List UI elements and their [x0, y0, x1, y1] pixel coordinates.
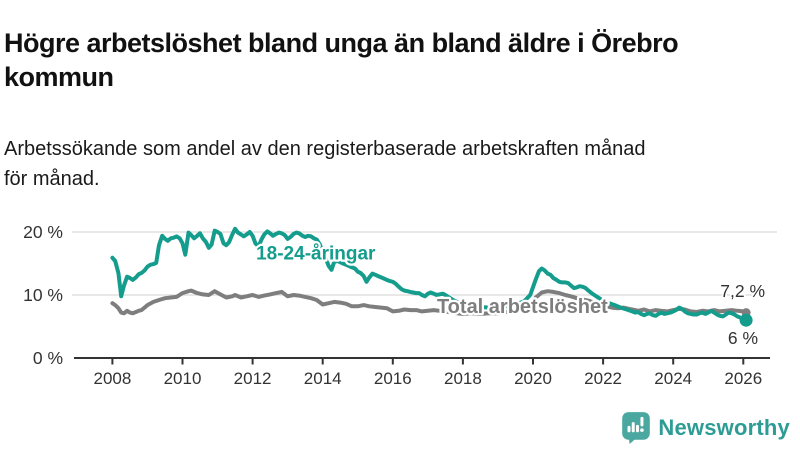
x-tick-label: 2020	[514, 369, 552, 388]
series-label-youth: 18-24-åringar	[256, 244, 376, 265]
x-tick-label: 2016	[374, 369, 412, 388]
end-value-label-total: 7,2 %	[720, 281, 765, 301]
page-title: Högre arbetslöshet bland unga än bland ä…	[4, 28, 679, 93]
end-value-label-youth: 6 %	[728, 328, 758, 348]
x-tick-label: 2022	[584, 369, 622, 388]
x-tick-label: 2010	[164, 369, 202, 388]
unemployment-line-chart: 2008 2010 2012 2014 2016 2018 2020 2022 2024 2026…	[23, 222, 777, 388]
x-tick-label: 2024	[654, 369, 692, 388]
y-tick-label: 20 %	[23, 222, 63, 242]
newsworthy-logo[interactable]: Newsworthy	[621, 410, 790, 446]
newsworthy-brand-text: Newsworthy	[658, 415, 790, 440]
x-tick-label: 2008	[93, 369, 131, 388]
y-tick-label: 10 %	[23, 285, 63, 305]
endpoint-dot-youth	[739, 313, 753, 327]
x-tick-label: 2026	[724, 369, 762, 388]
series-label-total: Total arbetslöshet	[437, 296, 608, 318]
x-tick-label: 2012	[234, 369, 272, 388]
series-line-youth	[110, 226, 749, 323]
y-tick-label: 0 %	[33, 348, 63, 368]
x-tick-label: 2018	[444, 369, 482, 388]
newsworthy-chart-bubble-icon	[622, 412, 651, 444]
chart-subtitle: Arbetssökande som andel av den registerb…	[4, 138, 646, 190]
x-tick-label: 2014	[304, 369, 342, 388]
